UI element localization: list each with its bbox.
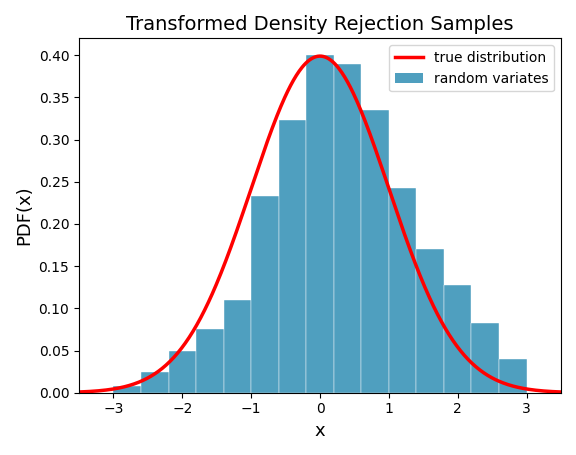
Bar	[251, 196, 279, 393]
Bar	[279, 120, 306, 393]
Bar	[306, 55, 334, 393]
Bar	[499, 359, 526, 393]
Title: Transformed Density Rejection Samples: Transformed Density Rejection Samples	[126, 15, 514, 34]
X-axis label: x: x	[314, 422, 325, 440]
Bar	[113, 386, 141, 393]
Line: true distribution: true distribution	[79, 56, 561, 392]
Bar	[223, 300, 251, 393]
true distribution	[316, 53, 323, 59]
Legend: true distribution, random variates: true distribution, random variates	[389, 46, 554, 91]
true distribution	[363, 123, 370, 128]
true distribution	[472, 363, 479, 369]
Bar	[389, 187, 416, 393]
Bar	[472, 323, 499, 393]
Bar	[196, 329, 223, 393]
Y-axis label: PDF(x): PDF(x)	[15, 186, 33, 245]
true distribution	[547, 389, 554, 394]
Bar	[141, 372, 169, 393]
Bar	[334, 64, 361, 393]
Bar	[416, 249, 444, 393]
true distribution	[305, 59, 312, 64]
true distribution	[75, 389, 82, 395]
Bar	[444, 285, 472, 393]
true distribution	[308, 56, 314, 62]
Bar	[169, 350, 196, 393]
true distribution	[558, 389, 564, 395]
true distribution	[338, 68, 344, 74]
Bar	[361, 110, 389, 393]
